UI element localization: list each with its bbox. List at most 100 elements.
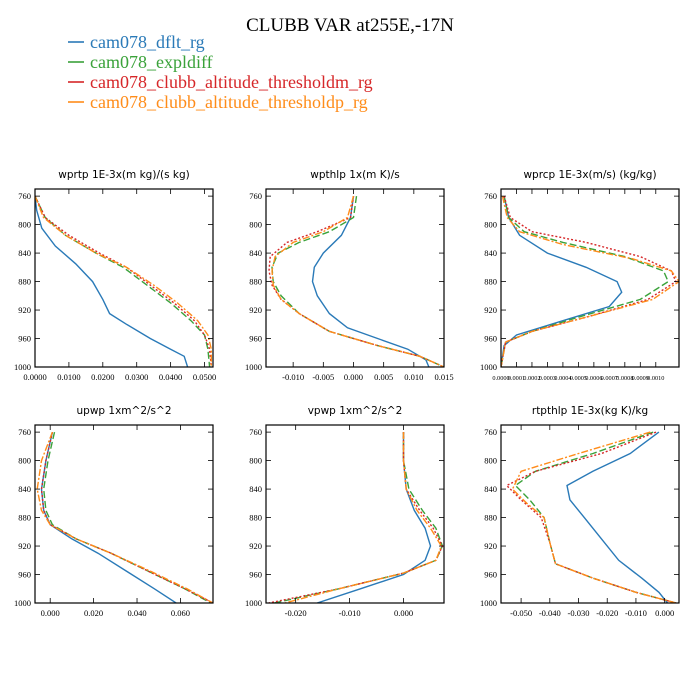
- y-tick-label: 1000: [245, 598, 262, 608]
- y-tick-label: 800: [18, 220, 31, 230]
- series-line-cam078_clubb_altitude_thresholdp_rg: [501, 195, 679, 367]
- legend-entry: cam078_clubb_altitude_thresholdp_rg: [68, 92, 368, 112]
- series-line-cam078_clubb_altitude_thresholdp_rg: [36, 431, 213, 603]
- plot-frame: [34, 188, 214, 368]
- y-tick-label: 880: [484, 277, 497, 287]
- x-tick-label: 0.000: [655, 608, 674, 618]
- x-tick-label: 0.000: [41, 608, 60, 618]
- y-tick-label: 960: [18, 334, 31, 344]
- plot-frame: [265, 188, 445, 368]
- y-tick-label: 1000: [245, 362, 262, 372]
- x-tick-label: 0.0010: [647, 375, 664, 382]
- x-tick-label: 0.0002: [523, 375, 540, 382]
- y-tick-label: 960: [249, 334, 262, 344]
- series-group: [35, 195, 212, 367]
- series-line-cam078_clubb_altitude_thresholdm_rg: [501, 195, 677, 367]
- x-tick-label: 0.010: [404, 372, 423, 382]
- panel-1: wprtp 1E-3x(m kg)/(s kg) 760 800 840 880 920 9…: [14, 169, 216, 382]
- x-tick-label: 0.005: [374, 372, 393, 382]
- panel-title: upwp 1xm^2/s^2: [77, 405, 172, 417]
- x-tick-label: 0.015: [434, 372, 453, 382]
- panel-title: vpwp 1xm^2/s^2: [308, 405, 403, 417]
- x-tick-label: -0.020: [285, 608, 307, 618]
- series-line-cam078_clubb_altitude_thresholdm_rg: [268, 432, 444, 603]
- x-tick-label: 0.0300: [125, 372, 148, 382]
- legend-label: cam078_clubb_altitude_thresholdp_rg: [90, 92, 368, 112]
- series-group: [501, 195, 679, 367]
- x-tick-label: -0.010: [625, 608, 647, 618]
- panel-title: wpthlp 1x(m K)/s: [310, 169, 400, 181]
- legend-label: cam078_dflt_rg: [90, 32, 205, 52]
- y-tick-label: 1000: [14, 598, 31, 608]
- panel-4: upwp 1xm^2/s^2 760 800 840 880 920 960 1000 0.00…: [14, 405, 214, 618]
- series-group: [36, 431, 213, 603]
- series-line-cam078_expldiff: [514, 431, 677, 603]
- x-tick-label: 0.040: [127, 608, 146, 618]
- y-tick-label: 800: [249, 456, 262, 466]
- x-tick-label: 0.0100: [57, 372, 80, 382]
- series-line-cam078_expldiff: [271, 196, 444, 367]
- plot-frame: [500, 424, 680, 604]
- x-tick-label: 0.0009: [632, 375, 649, 382]
- panel-5: vpwp 1xm^2/s^2 760 800 840 880 920 960 1000 -0.0…: [245, 405, 445, 618]
- y-tick-label: 920: [484, 541, 497, 551]
- series-line-cam078_clubb_altitude_thresholdm_rg: [268, 196, 444, 367]
- y-tick-label: 920: [249, 541, 262, 551]
- x-tick-label: -0.020: [596, 608, 618, 618]
- y-tick-label: 920: [249, 305, 262, 315]
- legend-entry: cam078_expldiff: [68, 52, 213, 72]
- series-line-cam078_dflt_rg: [311, 196, 430, 367]
- y-tick-label: 760: [249, 427, 262, 437]
- y-tick-label: 760: [484, 191, 497, 201]
- y-tick-label: 880: [18, 277, 31, 287]
- series-group: [268, 195, 444, 367]
- x-tick-label: 0.0400: [159, 372, 182, 382]
- y-tick-label: 840: [249, 248, 262, 258]
- series-line-cam078_clubb_altitude_thresholdp_rg: [284, 432, 443, 603]
- x-tick-label: 0.0500: [193, 372, 216, 382]
- y-tick-label: 840: [18, 248, 31, 258]
- x-tick-label: 0.000: [344, 372, 363, 382]
- panel-title: wprcp 1E-3x(m/s) (kg/kg): [523, 169, 656, 181]
- legend-entry: cam078_clubb_altitude_thresholdm_rg: [68, 72, 373, 92]
- x-tick-label: 0.060: [171, 608, 190, 618]
- legend-label: cam078_clubb_altitude_thresholdm_rg: [90, 72, 373, 92]
- y-tick-label: 800: [484, 220, 497, 230]
- series-line-cam078_expldiff: [42, 431, 212, 603]
- x-tick-label: 0.0005: [570, 375, 587, 382]
- y-tick-label: 960: [249, 570, 262, 580]
- y-tick-label: 840: [18, 484, 31, 494]
- y-tick-label: 920: [18, 305, 31, 315]
- series-line-cam078_dflt_rg: [35, 196, 189, 367]
- x-tick-label: -0.010: [339, 608, 361, 618]
- y-tick-label: 880: [18, 513, 31, 523]
- y-tick-label: 880: [249, 513, 262, 523]
- y-tick-label: 840: [484, 248, 497, 258]
- y-tick-label: 760: [18, 427, 31, 437]
- x-tick-label: -0.010: [282, 372, 304, 382]
- x-tick-label: 0.0003: [539, 375, 556, 382]
- y-tick-label: 800: [249, 220, 262, 230]
- y-tick-label: 1000: [480, 362, 497, 372]
- series-line-cam078_expldiff: [273, 432, 444, 603]
- legend-label: cam078_expldiff: [90, 52, 213, 72]
- panel-2: wpthlp 1x(m K)/s 760 800 840 880 920 960 1000 -0…: [245, 169, 454, 382]
- series-line-cam078_clubb_altitude_thresholdp_rg: [511, 431, 677, 603]
- x-tick-label: 0.020: [84, 608, 103, 618]
- y-tick-label: 1000: [480, 598, 497, 608]
- y-tick-label: 960: [484, 570, 497, 580]
- panel-6: rtpthlp 1E-3x(kg K)/kg 760 800 840 880 920 960…: [480, 405, 680, 618]
- y-tick-label: 760: [249, 191, 262, 201]
- plot-frame: [500, 188, 680, 368]
- y-tick-label: 800: [18, 456, 31, 466]
- x-tick-label: 0.0200: [91, 372, 114, 382]
- x-tick-label: -0.050: [510, 608, 532, 618]
- y-tick-label: 760: [484, 427, 497, 437]
- y-tick-label: 760: [18, 191, 31, 201]
- legend: cam078_dflt_rgcam078_expldiffcam078_club…: [68, 32, 373, 112]
- panels: wprtp 1E-3x(m kg)/(s kg) 760 800 840 880 920 9…: [14, 169, 680, 618]
- y-tick-label: 920: [484, 305, 497, 315]
- figure-title: CLUBB VAR at255E,-17N: [246, 15, 454, 36]
- x-tick-label: -0.030: [568, 608, 590, 618]
